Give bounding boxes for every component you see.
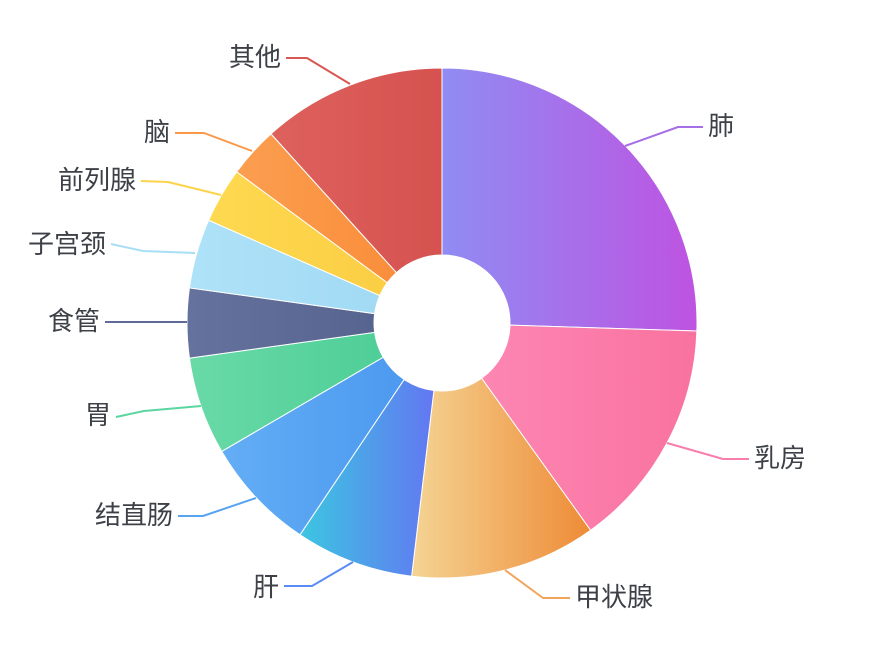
label-line-9 (175, 132, 253, 152)
label-line-8 (140, 180, 222, 196)
pie-slice-2[interactable] (411, 377, 592, 579)
label-line-1 (666, 442, 749, 460)
slice-label-8: 前列腺 (58, 166, 136, 196)
slice-label-2: 甲状腺 (575, 583, 653, 613)
slice-label-5: 胃 (85, 401, 111, 431)
label-line-3 (284, 561, 354, 587)
label-line-10 (286, 57, 351, 85)
pie-slice-0[interactable] (441, 67, 698, 332)
slice-label-3: 肝 (253, 573, 279, 603)
slice-label-10: 其他 (229, 43, 281, 73)
label-line-4 (178, 497, 257, 517)
pie-slice-1[interactable] (480, 324, 698, 531)
slice-label-1: 乳房 (754, 444, 806, 474)
slice-label-7: 子宫颈 (28, 230, 106, 260)
slice-label-4: 结直肠 (95, 501, 173, 531)
label-line-5 (115, 405, 202, 418)
label-line-2 (504, 569, 570, 599)
pie-slice-10[interactable] (270, 67, 443, 274)
pie-slices (186, 67, 698, 579)
slice-label-9: 脑 (144, 118, 170, 148)
label-line-0 (624, 126, 703, 147)
label-lines (105, 57, 749, 599)
label-line-7 (110, 243, 196, 254)
slice-label-0: 肺 (708, 112, 734, 142)
slice-label-6: 食管 (48, 307, 100, 337)
pie-slice-3[interactable] (299, 378, 435, 577)
